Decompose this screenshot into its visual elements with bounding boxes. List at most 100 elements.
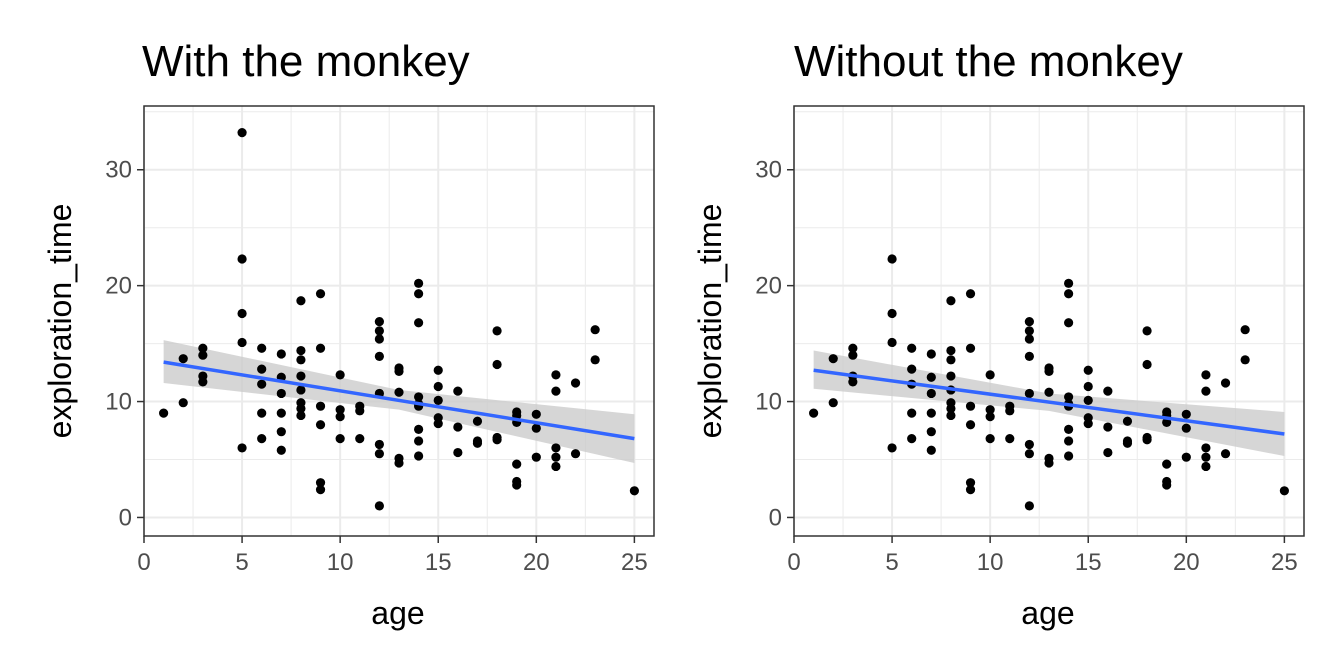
data-point <box>414 436 424 446</box>
data-point <box>414 278 424 288</box>
axes: 0 5 10 15 20 25 0 10 20 30 <box>755 157 1297 576</box>
y-tick-label: 10 <box>755 389 782 416</box>
data-point <box>1005 406 1015 416</box>
x-tick-label: 0 <box>137 549 150 576</box>
data-point <box>433 418 443 429</box>
x-tick-label: 5 <box>235 549 248 576</box>
data-point <box>985 405 995 415</box>
data-point <box>848 377 858 387</box>
data-point <box>453 447 463 458</box>
regression-line <box>163 360 635 441</box>
data-point <box>315 485 326 495</box>
x-tick-label: 10 <box>327 549 354 576</box>
x-tick-label: 5 <box>885 549 898 576</box>
data-point <box>1201 386 1211 396</box>
data-point <box>965 343 976 353</box>
data-point <box>315 289 326 299</box>
data-point <box>374 326 384 336</box>
data-point <box>512 459 522 469</box>
data-point <box>531 423 541 433</box>
data-point <box>1024 449 1034 459</box>
data-point <box>570 378 581 388</box>
chart-title: With the monkey <box>142 37 470 86</box>
data-point <box>276 349 286 359</box>
data-point <box>492 435 502 445</box>
data-point <box>315 420 326 430</box>
data-point <box>374 439 384 450</box>
data-point <box>946 371 956 381</box>
data-point <box>985 370 995 380</box>
data-point <box>296 355 306 365</box>
data-point <box>433 381 443 392</box>
data-point <box>1064 424 1074 434</box>
y-axis-label: exploration_time <box>692 204 728 439</box>
data-point <box>315 478 326 488</box>
data-point <box>1162 459 1172 469</box>
data-point <box>1201 452 1211 462</box>
panel-border <box>793 105 1305 537</box>
data-point <box>1064 436 1074 446</box>
x-tick-label: 20 <box>523 549 550 576</box>
data-point <box>1064 451 1074 461</box>
data-point <box>629 486 639 496</box>
data-point <box>1201 370 1211 380</box>
data-point <box>394 387 404 397</box>
data-point <box>1103 447 1113 458</box>
data-point <box>1083 395 1093 405</box>
data-point <box>1201 461 1211 472</box>
data-point <box>1142 435 1152 445</box>
data-point <box>296 385 306 395</box>
data-point <box>315 343 326 353</box>
data-point <box>887 254 897 264</box>
data-point <box>512 480 522 490</box>
data-point <box>237 128 247 138</box>
data-point <box>1142 326 1152 336</box>
data-point <box>374 351 384 361</box>
data-point <box>237 337 247 348</box>
data-point <box>335 412 345 422</box>
data-points <box>159 128 639 511</box>
data-point <box>1122 416 1133 426</box>
data-point <box>433 365 443 375</box>
data-point <box>1240 325 1250 335</box>
data-point <box>531 409 541 419</box>
data-point <box>590 355 600 365</box>
data-point <box>296 371 306 381</box>
data-point <box>551 452 561 462</box>
data-point <box>1201 443 1211 453</box>
data-point <box>1044 387 1054 397</box>
data-point <box>237 254 247 264</box>
data-point <box>848 350 858 360</box>
y-tick-label: 0 <box>119 504 132 531</box>
y-tick-label: 10 <box>105 389 132 416</box>
data-point <box>178 354 188 364</box>
data-point <box>1220 378 1231 388</box>
data-point <box>551 443 561 453</box>
data-point <box>985 412 995 422</box>
data-point <box>1005 434 1015 444</box>
panel-border <box>143 105 655 537</box>
data-point <box>965 420 976 430</box>
data-point <box>531 452 541 462</box>
data-point <box>965 485 976 495</box>
data-point <box>257 364 267 374</box>
data-point <box>907 434 917 444</box>
data-point <box>887 337 897 348</box>
data-point <box>257 434 267 444</box>
regression-line <box>813 368 1285 436</box>
x-tick-label: 15 <box>1075 549 1102 576</box>
data-point <box>1024 439 1034 450</box>
axes: 0 5 10 15 20 25 0 10 20 30 <box>105 157 647 576</box>
data-point <box>848 343 858 353</box>
y-tick-label: 30 <box>105 157 132 184</box>
data-point <box>335 370 345 380</box>
x-tick-label: 10 <box>977 549 1004 576</box>
data-point <box>394 366 404 377</box>
data-point <box>198 343 208 353</box>
data-point <box>1024 501 1034 511</box>
x-tick-label: 0 <box>787 549 800 576</box>
data-point <box>453 386 463 396</box>
data-point <box>809 408 819 418</box>
data-point <box>178 398 188 408</box>
data-point <box>946 345 956 356</box>
